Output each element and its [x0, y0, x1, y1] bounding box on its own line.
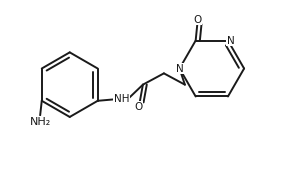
Text: O: O: [134, 102, 142, 112]
Text: O: O: [193, 14, 201, 25]
Text: NH₂: NH₂: [30, 117, 51, 127]
Text: N: N: [176, 64, 183, 74]
Text: NH: NH: [114, 94, 130, 104]
Text: N: N: [227, 36, 235, 45]
